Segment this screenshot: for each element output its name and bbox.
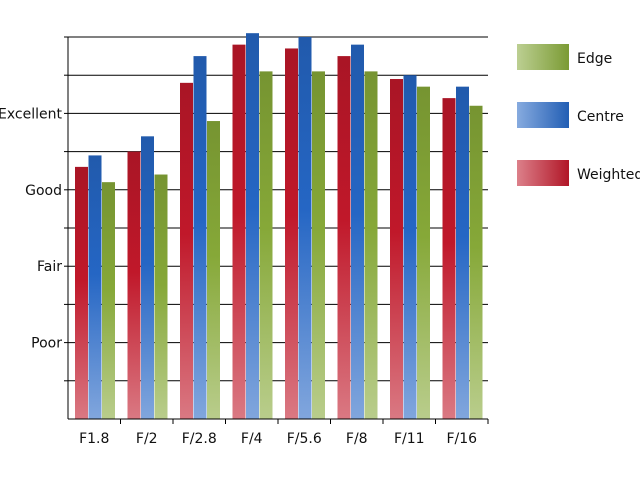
y-tick-label-good: Good — [25, 183, 62, 199]
bar-edge-f2 — [154, 174, 168, 419]
bar-centre-f18 — [88, 155, 102, 420]
bar-centre-f4 — [246, 33, 259, 420]
bar-edge-f8 — [364, 71, 378, 419]
bar-centre-f11 — [403, 75, 417, 419]
legend-swatch-edge — [517, 44, 569, 70]
x-tick-labels: F1.8 F/2 F/2.8 F/4 F/5.6 F/8 F/11 F/16 — [79, 431, 477, 447]
legend-swatch-centre — [517, 102, 569, 128]
x-tick-label: F/11 — [394, 431, 425, 447]
x-tick-label: F/2.8 — [182, 431, 217, 447]
bars — [75, 33, 483, 420]
bar-centre-f16 — [456, 86, 469, 419]
bar-centre-f8 — [351, 44, 364, 419]
x-tick-label: F/16 — [446, 431, 477, 447]
bar-weighted-f11 — [390, 79, 403, 420]
bar-weighted-f56 — [285, 48, 298, 420]
y-tick-labels: Poor Fair Good Excellent — [0, 106, 63, 351]
x-tick-label: F/8 — [346, 431, 368, 447]
bar-edge-f18 — [102, 182, 115, 419]
bar-edge-f11 — [417, 86, 430, 419]
x-tick-label: F/5.6 — [287, 431, 322, 447]
x-tick-label: F1.8 — [79, 431, 109, 447]
axes — [64, 36, 489, 424]
legend: Edge Centre Weighted — [517, 44, 640, 186]
legend-swatch-weighted — [517, 160, 569, 186]
y-tick-label-fair: Fair — [37, 259, 62, 275]
bar-edge-f4 — [259, 71, 273, 419]
bar-weighted-f4 — [232, 44, 246, 419]
x-tick-label: F/4 — [241, 431, 263, 447]
bar-centre-f28 — [193, 56, 207, 419]
bar-edge-f56 — [312, 71, 325, 419]
legend-label-weighted: Weighted — [577, 167, 640, 183]
bar-weighted-f18 — [75, 166, 88, 419]
bar-weighted-f28 — [180, 82, 193, 419]
x-tick-label: F/2 — [136, 431, 158, 447]
y-tick-label-poor: Poor — [31, 336, 62, 352]
bar-centre-f2 — [141, 136, 154, 419]
bar-weighted-f2 — [127, 151, 141, 419]
legend-label-centre: Centre — [577, 109, 624, 125]
y-tick-label-excellent: Excellent — [0, 106, 63, 122]
bar-weighted-f16 — [442, 98, 456, 420]
bar-centre-f56 — [298, 37, 312, 419]
bar-edge-f16 — [469, 105, 483, 419]
bar-edge-f28 — [207, 121, 220, 419]
bar-weighted-f8 — [337, 56, 351, 419]
legend-label-edge: Edge — [577, 51, 612, 67]
